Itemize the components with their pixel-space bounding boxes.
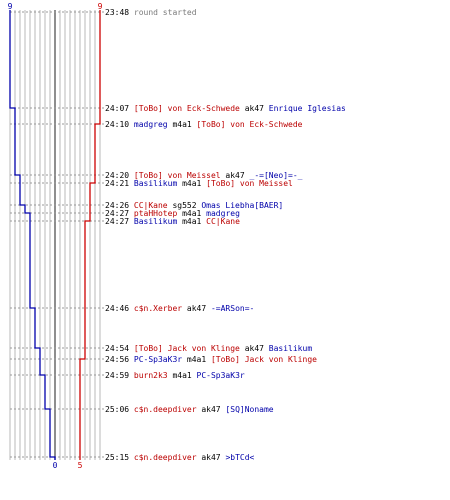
top-right-count-label: 9 (98, 2, 103, 11)
player-name: [ToBo] von Eck-Schwede (133, 104, 240, 113)
player-name: [ToBo] von Meissel (206, 179, 293, 188)
kill-event-row: 24:56 PC-Sp3aK3r m4a1 [ToBo] Jack von Kl… (105, 355, 317, 364)
blue-team-count-line (9, 10, 56, 460)
event-time: 24:46 (105, 304, 134, 313)
round-start-row: 23:48 round started (105, 8, 197, 17)
player-name: Enrique Iglesias (268, 104, 346, 113)
event-time: 23:48 (105, 8, 134, 17)
top-left-count-label: 9 (8, 2, 13, 11)
event-time: 24:21 (105, 179, 134, 188)
weapon-name: m4a1 (182, 355, 211, 364)
bottom-blue-count-label: 0 (53, 461, 58, 470)
event-time: 24:27 (105, 209, 134, 218)
kill-event-row: 24:27 Basilikum m4a1 CC|Kane (105, 217, 240, 226)
weapon-name: m4a1 (167, 371, 197, 380)
weapon-name: m4a1 (177, 179, 207, 188)
kill-event-row: 24:46 c$n.Xerber ak47 -=ARSon=- (105, 304, 254, 313)
player-name: [ToBo] Jack von Klinge (133, 344, 240, 353)
player-name: [ToBo] von Eck-Schwede (196, 120, 303, 129)
weapon-name: ak47 (239, 104, 269, 113)
event-time: 25:06 (105, 405, 134, 414)
player-name: c$n.Xerber (133, 304, 183, 313)
kill-event-row: 24:07 [ToBo] von Eck-Schwede ak47 Enriqu… (105, 104, 346, 113)
player-name: [ToBo] Jack von Klinge (210, 355, 317, 364)
weapon-name: sg552 (167, 201, 202, 210)
kill-event-row: 24:54 [ToBo] Jack von Klinge ak47 Basili… (105, 344, 312, 353)
player-name: CC|Kane (133, 201, 168, 210)
event-time: 24:07 (105, 104, 134, 113)
player-name: c$n.deepdiver (133, 405, 197, 414)
player-name: >bTCd< (225, 453, 255, 462)
red-team-count-line (79, 10, 101, 460)
weapon-name: ak47 (196, 453, 226, 462)
player-name: ptaHHotep (133, 209, 178, 218)
kill-event-row: 25:06 c$n.deepdiver ak47 [SQ]Noname (105, 405, 274, 414)
player-name: [SQ]Noname (225, 405, 274, 414)
player-name: Basilikum (133, 217, 178, 226)
event-time: 24:10 (105, 120, 134, 129)
kill-event-row: 24:21 Basilikum m4a1 [ToBo] von Meissel (105, 179, 293, 188)
player-name: Omas Liebha[BAER] (201, 201, 284, 210)
kill-event-row: 24:27 ptaHHotep m4a1 madgreg (105, 209, 240, 218)
player-name: Basilikum (268, 344, 313, 353)
kill-event-row: 25:15 c$n.deepdiver ak47 >bTCd< (105, 453, 254, 462)
player-name: madgreg (206, 209, 240, 218)
kill-event-row: 24:59 burn2k3 m4a1 PC-Sp3aK3r (105, 371, 245, 380)
event-time: 24:56 (105, 355, 134, 364)
weapon-name: m4a1 (177, 217, 207, 226)
player-name: c$n.deepdiver (133, 453, 197, 462)
player-name: PC-Sp3aK3r (133, 355, 183, 364)
kill-event-row: 24:20 [ToBo] von Meissel ak47 _-=[Neo]=-… (105, 171, 303, 180)
event-time: 25:15 (105, 453, 134, 462)
event-time: 24:20 (105, 171, 134, 180)
kill-event-row: 24:10 madgreg m4a1 [ToBo] von Eck-Schwed… (105, 120, 303, 129)
player-name: PC-Sp3aK3r (196, 371, 245, 380)
player-name: _-=[Neo]=-_ (249, 171, 303, 180)
player-name: Basilikum (133, 179, 178, 188)
event-time: 24:59 (105, 371, 134, 380)
weapon-name: ak47 (196, 405, 226, 414)
kill-event-row: 24:26 CC|Kane sg552 Omas Liebha[BAER] (105, 201, 283, 210)
weapon-name: m4a1 (167, 120, 197, 129)
weapon-name: ak47 (220, 171, 250, 180)
weapon-name: ak47 (182, 304, 211, 313)
player-name: [ToBo] von Meissel (133, 171, 221, 180)
weapon-name: ak47 (239, 344, 269, 353)
event-time: 24:54 (105, 344, 134, 353)
event-text: round started (133, 8, 197, 17)
event-time: 24:27 (105, 217, 134, 226)
kill-log: 23:48 round started 24:07 [ToBo] von Eck-… (105, 0, 450, 500)
player-count-timeline: 9 9 0 5 (8, 2, 105, 470)
event-time: 24:26 (105, 201, 134, 210)
weapon-name: m4a1 (177, 209, 207, 218)
player-name: madgreg (133, 120, 168, 129)
player-name: CC|Kane (206, 217, 240, 226)
bottom-red-count-label: 5 (78, 461, 83, 470)
player-name: -=ARSon=- (210, 304, 255, 313)
player-name: burn2k3 (133, 371, 168, 380)
